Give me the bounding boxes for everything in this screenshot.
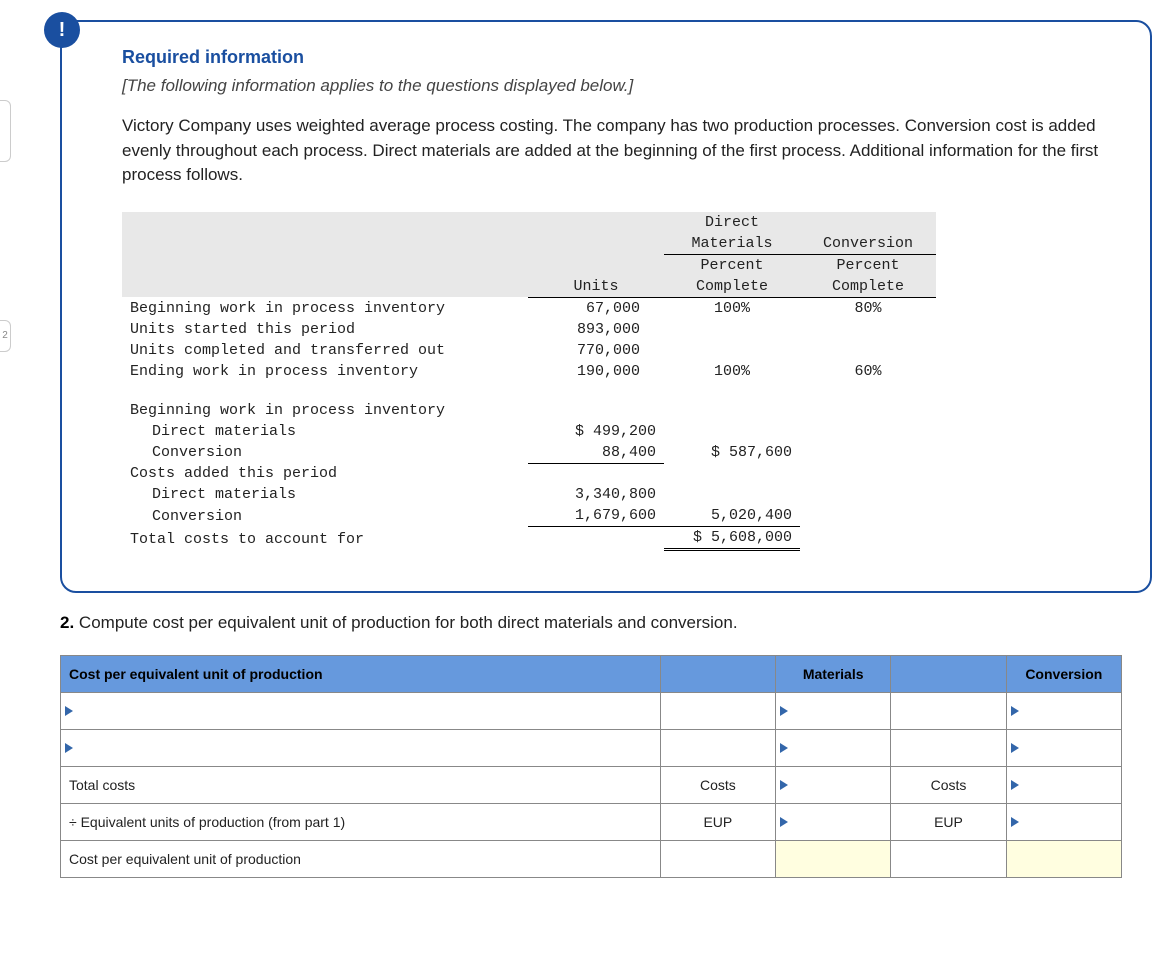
unit-row-label: Units completed and transferred out — [122, 340, 528, 361]
input-r2-conversion[interactable] — [1006, 730, 1121, 767]
bwip-conv-val: 88,400 — [528, 442, 664, 464]
unit-row-label: Units started this period — [122, 319, 528, 340]
input-r2-c1[interactable] — [660, 730, 775, 767]
added-label: Costs added this period — [122, 463, 528, 484]
input-row1-label[interactable] — [61, 693, 661, 730]
unit-row-dm: 100% — [664, 297, 800, 319]
output-cpe-materials — [776, 841, 891, 878]
added-dm-label: Direct materials — [122, 484, 528, 505]
header-conv: Conversion — [800, 233, 936, 255]
side-tab-1 — [0, 100, 11, 162]
input-row2-label[interactable] — [61, 730, 661, 767]
row-eup-label-1: EUP — [660, 804, 775, 841]
card-subtitle: [The following information applies to th… — [122, 76, 1110, 96]
total-val: $ 5,608,000 — [664, 527, 800, 550]
unit-row-units: 893,000 — [528, 319, 664, 340]
card-title: Required information — [122, 47, 1110, 68]
added-conv-label: Conversion — [122, 505, 528, 527]
unit-row-units: 770,000 — [528, 340, 664, 361]
input-r1-c1[interactable] — [660, 693, 775, 730]
row-eup-label: ÷ Equivalent units of production (from p… — [61, 804, 661, 841]
card-body: Victory Company uses weighted average pr… — [122, 114, 1110, 188]
unit-row-units: 67,000 — [528, 297, 664, 319]
header-units: Units — [528, 276, 664, 298]
row-total-label: Total costs — [61, 767, 661, 804]
question-number: 2. — [60, 613, 74, 632]
row-eup-label-2: EUP — [891, 804, 1006, 841]
input-eup-materials[interactable] — [776, 804, 891, 841]
ans-header-left: Cost per equivalent unit of production — [61, 656, 661, 693]
unit-row-conv: 80% — [800, 297, 936, 319]
question-body: Compute cost per equivalent unit of prod… — [79, 613, 738, 632]
added-total: 5,020,400 — [664, 505, 800, 527]
header-pct-conv: Percent — [800, 254, 936, 276]
ans-header-conversion: Conversion — [1006, 656, 1121, 693]
info-icon: ! — [44, 12, 80, 48]
total-label: Total costs to account for — [122, 527, 528, 550]
answer-table: Cost per equivalent unit of production M… — [60, 655, 1122, 878]
ans-header-materials: Materials — [776, 656, 891, 693]
input-r2-c3[interactable] — [891, 730, 1006, 767]
row-cpe-label: Cost per equivalent unit of production — [61, 841, 661, 878]
input-eup-conversion[interactable] — [1006, 804, 1121, 841]
bwip-label: Beginning work in process inventory — [122, 400, 528, 421]
input-r1-conversion[interactable] — [1006, 693, 1121, 730]
header-complete-dm: Complete — [664, 276, 800, 298]
info-table: Direct Materials Conversion Percent Perc… — [122, 212, 936, 552]
row-total-costs-label-1: Costs — [660, 767, 775, 804]
side-tab-2[interactable]: 2 — [0, 320, 11, 352]
input-total-conversion[interactable] — [1006, 767, 1121, 804]
header-dm-top: Direct — [664, 212, 800, 233]
header-dm-bot: Materials — [664, 233, 800, 255]
added-conv-val: 1,679,600 — [528, 505, 664, 527]
bwip-dm-label: Direct materials — [122, 421, 528, 442]
row-total-costs-label-2: Costs — [891, 767, 1006, 804]
required-info-card: ! Required information [The following in… — [60, 20, 1152, 593]
bwip-total: $ 587,600 — [664, 442, 800, 464]
input-r1-c3[interactable] — [891, 693, 1006, 730]
input-r1-materials[interactable] — [776, 693, 891, 730]
question-text: 2. Compute cost per equivalent unit of p… — [60, 613, 1122, 633]
bwip-conv-label: Conversion — [122, 442, 528, 464]
header-pct-dm: Percent — [664, 254, 800, 276]
unit-row-dm: 100% — [664, 361, 800, 382]
unit-row-label: Beginning work in process inventory — [122, 297, 528, 319]
unit-row-units: 190,000 — [528, 361, 664, 382]
input-total-materials[interactable] — [776, 767, 891, 804]
added-dm-val: 3,340,800 — [528, 484, 664, 505]
header-complete-conv: Complete — [800, 276, 936, 298]
output-cpe-conversion — [1006, 841, 1121, 878]
input-r2-materials[interactable] — [776, 730, 891, 767]
bwip-dm-val: $ 499,200 — [528, 421, 664, 442]
unit-row-label: Ending work in process inventory — [122, 361, 528, 382]
unit-row-conv: 60% — [800, 361, 936, 382]
